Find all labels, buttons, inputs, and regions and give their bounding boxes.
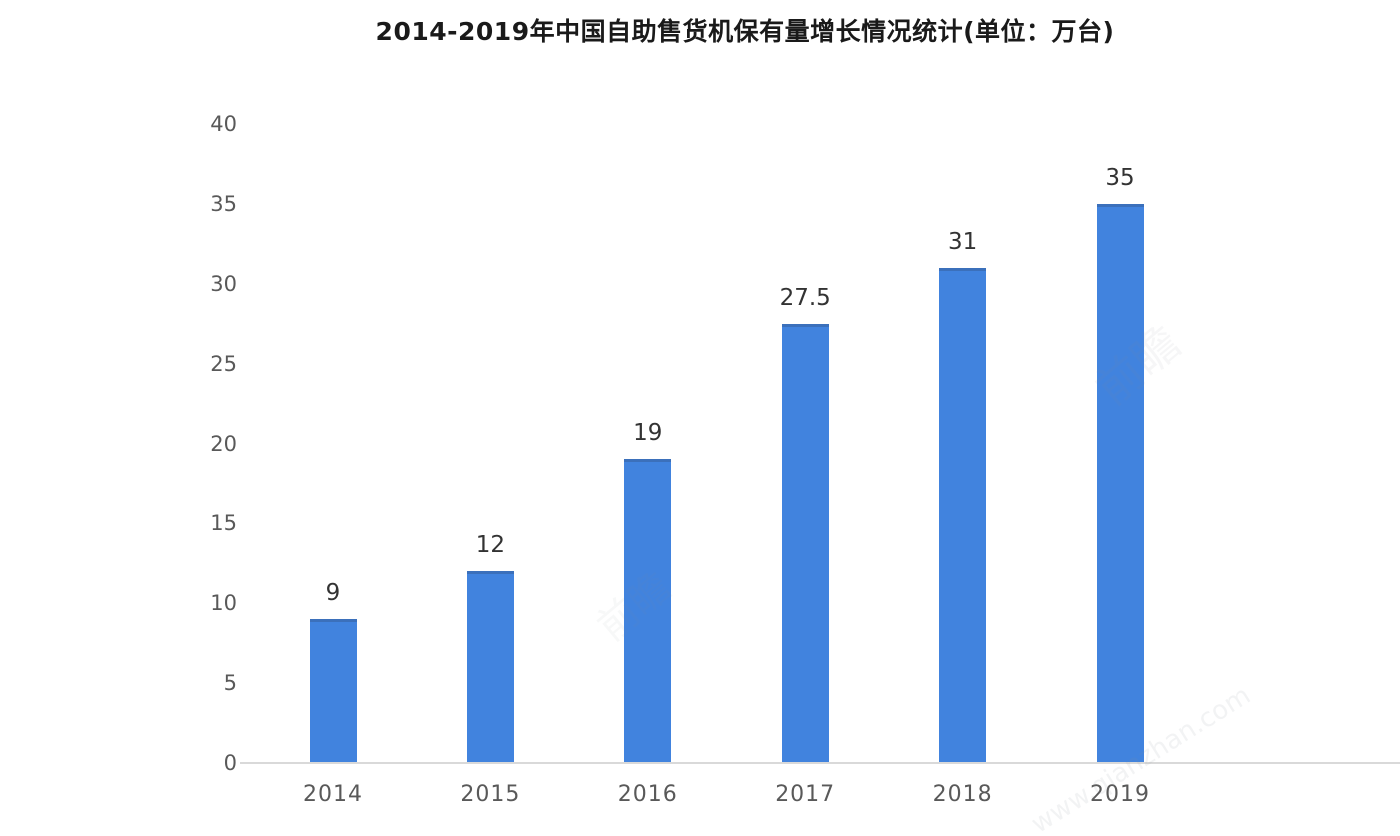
bar-value-label: 27.5: [779, 284, 831, 311]
x-axis-tick-label: 2018: [932, 782, 993, 807]
bar-2016: [624, 459, 672, 763]
bar-2017: [781, 323, 829, 763]
x-axis-tick-label: 2017: [775, 782, 836, 807]
bar-2015: [466, 571, 514, 763]
x-axis-tick-label: 2019: [1090, 782, 1150, 807]
bar-2018: [939, 267, 987, 763]
bar-value-label: 31: [947, 228, 978, 255]
y-axis-tick-label: 25: [210, 351, 237, 376]
bar-value-label: 19: [633, 420, 663, 447]
y-axis-tick-label: 5: [223, 671, 237, 696]
y-axis-tick-label: 10: [210, 591, 237, 616]
y-axis-tick-label: 35: [210, 191, 237, 216]
bar-2014: [309, 619, 357, 763]
bar-2019: [1096, 203, 1144, 763]
chart-title: 2014-2019年中国自助售货机保有量增长情况统计(单位：万台): [375, 17, 1115, 46]
bar-value-label: 9: [325, 580, 341, 607]
y-axis-tick-label: 40: [210, 112, 237, 136]
bar-value-label: 35: [1105, 164, 1135, 191]
y-axis-tick-label: 0: [223, 751, 237, 775]
x-axis-tick-label: 2016: [617, 782, 678, 807]
y-axis-tick-label: 15: [210, 511, 237, 536]
x-axis-tick-label: 2015: [460, 782, 521, 807]
y-axis-tick-label: 30: [210, 271, 237, 296]
x-axis-tick-label: 2014: [303, 782, 363, 807]
y-axis-tick-label: 20: [210, 431, 237, 456]
x-axis-line: [240, 762, 1400, 764]
bar-value-label: 12: [475, 532, 506, 559]
